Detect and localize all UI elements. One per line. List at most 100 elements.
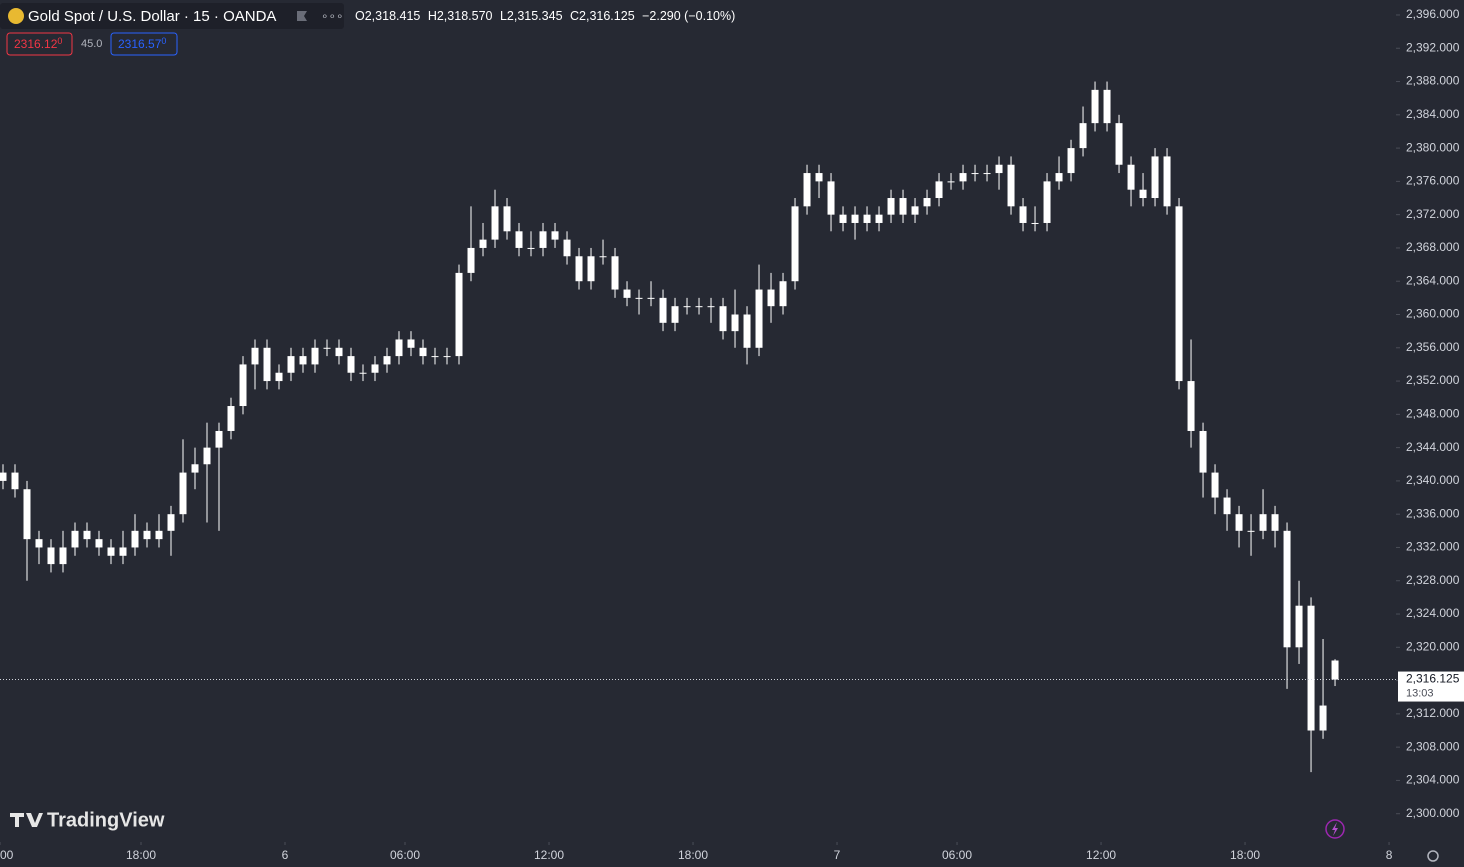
candle-body — [659, 297, 667, 323]
y-tick-label: 2,308.000 — [1406, 739, 1460, 753]
candle-body — [731, 314, 739, 332]
bid-box[interactable] — [6, 32, 73, 56]
candle-body — [611, 256, 619, 290]
candle-body — [743, 314, 751, 348]
ohlc-key: O — [355, 9, 365, 23]
ohlc-legend: O2,318.415 H2,318.570 L2,315.345 C2,316.… — [355, 9, 735, 23]
candle-body — [551, 231, 559, 240]
candle-body — [323, 347, 331, 349]
candle-body — [251, 347, 259, 365]
candle-body — [1175, 206, 1183, 382]
y-tick-label: 2,324.000 — [1406, 606, 1460, 620]
y-tick-label: 2,336.000 — [1406, 506, 1460, 520]
candle-body — [347, 356, 355, 373]
candle-body — [1091, 89, 1099, 124]
ask-main: 2316.57 — [118, 37, 162, 51]
symbol-bar[interactable] — [0, 3, 344, 29]
lightning-button[interactable] — [1325, 819, 1345, 839]
candle-body — [47, 547, 55, 565]
candle-body — [1043, 181, 1051, 223]
candle-body — [167, 514, 175, 531]
bid-main: 2316.12 — [14, 37, 58, 51]
more-icon[interactable]: ∘∘∘ — [321, 9, 344, 23]
candle-body — [227, 406, 235, 431]
y-tick-label: 2,332.000 — [1406, 540, 1460, 554]
y-tick-label: 2,396.000 — [1406, 7, 1460, 21]
y-tick-label: 2,384.000 — [1406, 107, 1460, 121]
candle-body — [467, 247, 475, 273]
y-tick-label: 2,360.000 — [1406, 307, 1460, 321]
candle-body — [959, 173, 967, 182]
candle-body — [899, 198, 907, 215]
change: −2.290 (−0.10%) — [642, 9, 735, 23]
candle-body — [779, 281, 787, 307]
x-tick-label: 18:00 — [126, 848, 156, 862]
candle-body — [1151, 156, 1159, 199]
candle-body — [827, 181, 835, 215]
y-tick-label: 2,356.000 — [1406, 340, 1460, 354]
bid-price[interactable]: 2316.120 — [14, 36, 62, 51]
candle-body — [83, 530, 91, 540]
candle-body — [1283, 530, 1291, 648]
candle-body — [131, 530, 139, 548]
candle-body — [755, 289, 763, 348]
candle-body — [527, 247, 535, 249]
y-tick-label: 2,376.000 — [1406, 174, 1460, 188]
y-tick-label: 2,344.000 — [1406, 440, 1460, 454]
candle-body — [1199, 430, 1207, 473]
countdown: 13:03 — [1406, 687, 1434, 699]
candle-body — [23, 489, 31, 540]
candle-body — [1271, 514, 1279, 531]
candle-body — [1211, 472, 1219, 498]
candle-body — [719, 306, 727, 332]
candle-body — [155, 530, 163, 540]
candle-body — [1139, 189, 1147, 199]
candle-body — [1295, 605, 1303, 648]
candle-body — [263, 347, 271, 382]
x-tick-label: 7 — [834, 848, 841, 862]
candle-body — [1067, 148, 1075, 174]
flag-icon[interactable] — [297, 11, 307, 21]
candle-body — [1187, 381, 1195, 431]
candle-body — [671, 306, 679, 323]
y-tick-label: 2,328.000 — [1406, 573, 1460, 587]
candle-body — [335, 347, 343, 357]
candle-body — [1235, 514, 1243, 531]
candle-body — [479, 239, 487, 248]
candle-body — [407, 339, 415, 348]
ohlc-key: C — [570, 9, 579, 23]
candle-body — [1223, 497, 1231, 515]
candle-body — [1319, 705, 1327, 731]
candle-body — [191, 464, 199, 473]
y-tick-label: 2,368.000 — [1406, 240, 1460, 254]
candle-body — [1127, 164, 1135, 190]
settings-icon[interactable] — [1427, 850, 1439, 862]
candle-body — [635, 297, 643, 299]
ohlc-key: H — [428, 9, 437, 23]
candle-body — [1259, 514, 1267, 531]
candle-body — [647, 297, 655, 299]
ask-price[interactable]: 2316.570 — [118, 36, 166, 51]
spread: 45.0 — [81, 38, 102, 50]
ask-pip: 0 — [161, 36, 166, 46]
candle-body — [11, 472, 19, 490]
tv-logo — [10, 813, 43, 827]
candle-body — [1019, 206, 1027, 223]
x-tick-label: 6 — [282, 848, 289, 862]
candle-body — [95, 539, 103, 548]
candle-body — [587, 256, 595, 282]
x-tick-label: 12:00 — [534, 848, 564, 862]
symbol-title[interactable]: Gold Spot / U.S. Dollar · 15 · OANDA — [28, 8, 276, 25]
candle-body — [623, 289, 631, 298]
candle-body — [107, 547, 115, 556]
candle-body — [1103, 89, 1111, 124]
candle-body — [599, 256, 607, 258]
candle-body — [923, 198, 931, 207]
candle-body — [431, 356, 439, 358]
y-tick-label: 2,312.000 — [1406, 706, 1460, 720]
ask-box[interactable] — [110, 32, 178, 56]
candle-body — [1331, 660, 1339, 680]
y-tick-label: 2,392.000 — [1406, 40, 1460, 54]
candle-body — [947, 181, 955, 183]
